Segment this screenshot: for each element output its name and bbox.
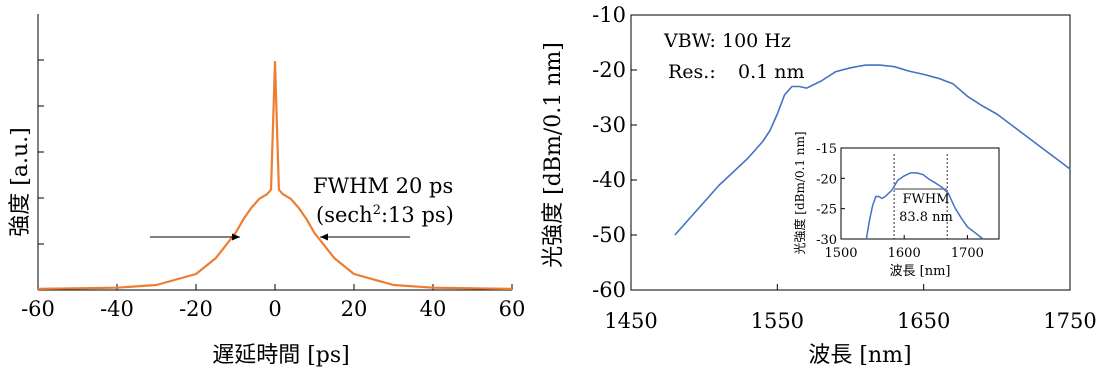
inset-y-ticks <box>841 147 845 240</box>
right-x-tick-label: 1650 <box>897 309 950 333</box>
fwhm-arrowhead-right <box>320 233 328 241</box>
left-x-tick-label: 0 <box>268 297 281 321</box>
sech-annotation: (sech2:13 ps) <box>316 203 454 227</box>
left-plot-area <box>37 14 512 291</box>
right-x-axis-label: 波長 [nm] <box>808 343 911 368</box>
left-x-tick-labels: -60 -40 -20 0 20 40 60 <box>21 297 525 321</box>
left-x-tick-label: 40 <box>420 297 447 321</box>
inset-spectrum-trace <box>865 172 984 240</box>
inset-y-axis-label: 光強度 [dBm/0.1 nm] <box>792 131 807 254</box>
inset-fwhm-markers <box>893 154 948 239</box>
right-y-tick-label: -30 <box>592 113 626 137</box>
left-x-tick-label: 20 <box>341 297 368 321</box>
inset-x-tick-label: 1700 <box>951 246 984 261</box>
left-y-ticks <box>38 59 44 245</box>
inset-plot-frame <box>840 147 1000 240</box>
right-y-tick-labels: -10 -20 -30 -40 -50 -60 <box>592 3 626 302</box>
spectrum-chart: -10 -20 -30 -40 -50 -60 1450 1550 1650 1750 VBW:… <box>541 3 1097 368</box>
right-x-tick-label: 1450 <box>604 309 657 333</box>
inset-y-tick-label: -30 <box>816 233 837 248</box>
vbw-annotation: VBW: 100 Hz <box>663 30 791 52</box>
fwhm-arrows <box>150 233 410 241</box>
fwhm-annotation: FWHM 20 ps <box>313 174 453 198</box>
res-label: Res.: <box>668 61 716 83</box>
inset-x-tick-label: 1600 <box>888 246 921 261</box>
inset-y-tick-labels: -15 -20 -25 -30 <box>816 142 837 248</box>
spectrum-trace <box>674 64 1071 236</box>
inset-y-tick-label: -25 <box>816 203 837 218</box>
inset-fwhm-label: FWHM <box>902 192 949 207</box>
right-y-axis-label: 光強度 [dBm/0.1 nm] <box>541 42 566 268</box>
left-x-tick-label: -20 <box>179 297 213 321</box>
res-value: 0.1 nm <box>738 61 805 83</box>
inset-y-tick-label: -20 <box>816 172 837 187</box>
right-x-tick-label: 1550 <box>751 309 804 333</box>
autocorrelation-chart: -60 -40 -20 0 20 40 60 FWHM 20 ps (sech2:13 ps… <box>8 14 525 368</box>
autocorrelation-trace <box>37 60 513 290</box>
right-x-ticks <box>630 284 1071 290</box>
right-y-tick-label: -20 <box>592 58 626 82</box>
right-plot-frame <box>630 14 1071 291</box>
right-y-tick-label: -50 <box>592 223 626 247</box>
inset-x-tick-label: 1500 <box>824 246 857 261</box>
left-x-tick-label: -60 <box>21 297 55 321</box>
left-x-axis-label: 遅延時間 [ps] <box>212 343 350 368</box>
inset-fwhm-value: 83.8 nm <box>899 210 953 225</box>
inset-x-tick-labels: 1500 1600 1700 <box>824 246 983 261</box>
spectrum-inset: -15 -20 -25 -30 1500 1600 1700 FWHM 83.8 nm 光… <box>792 131 1000 279</box>
fwhm-arrowhead-left <box>232 233 240 241</box>
right-y-tick-label: -60 <box>592 278 626 302</box>
right-y-tick-label: -10 <box>592 3 626 27</box>
left-x-tick-label: 60 <box>499 297 526 321</box>
right-y-ticks <box>631 14 637 291</box>
right-y-tick-label: -40 <box>592 168 626 192</box>
right-x-tick-labels: 1450 1550 1650 1750 <box>604 309 1096 333</box>
left-x-tick-label: -40 <box>100 297 134 321</box>
left-y-axis-label: 強度 [a.u.] <box>8 127 33 236</box>
right-x-tick-label: 1750 <box>1043 309 1096 333</box>
inset-y-tick-label: -15 <box>816 142 837 157</box>
inset-x-axis-label: 波長 [nm] <box>890 264 951 279</box>
inset-x-ticks <box>840 235 968 239</box>
